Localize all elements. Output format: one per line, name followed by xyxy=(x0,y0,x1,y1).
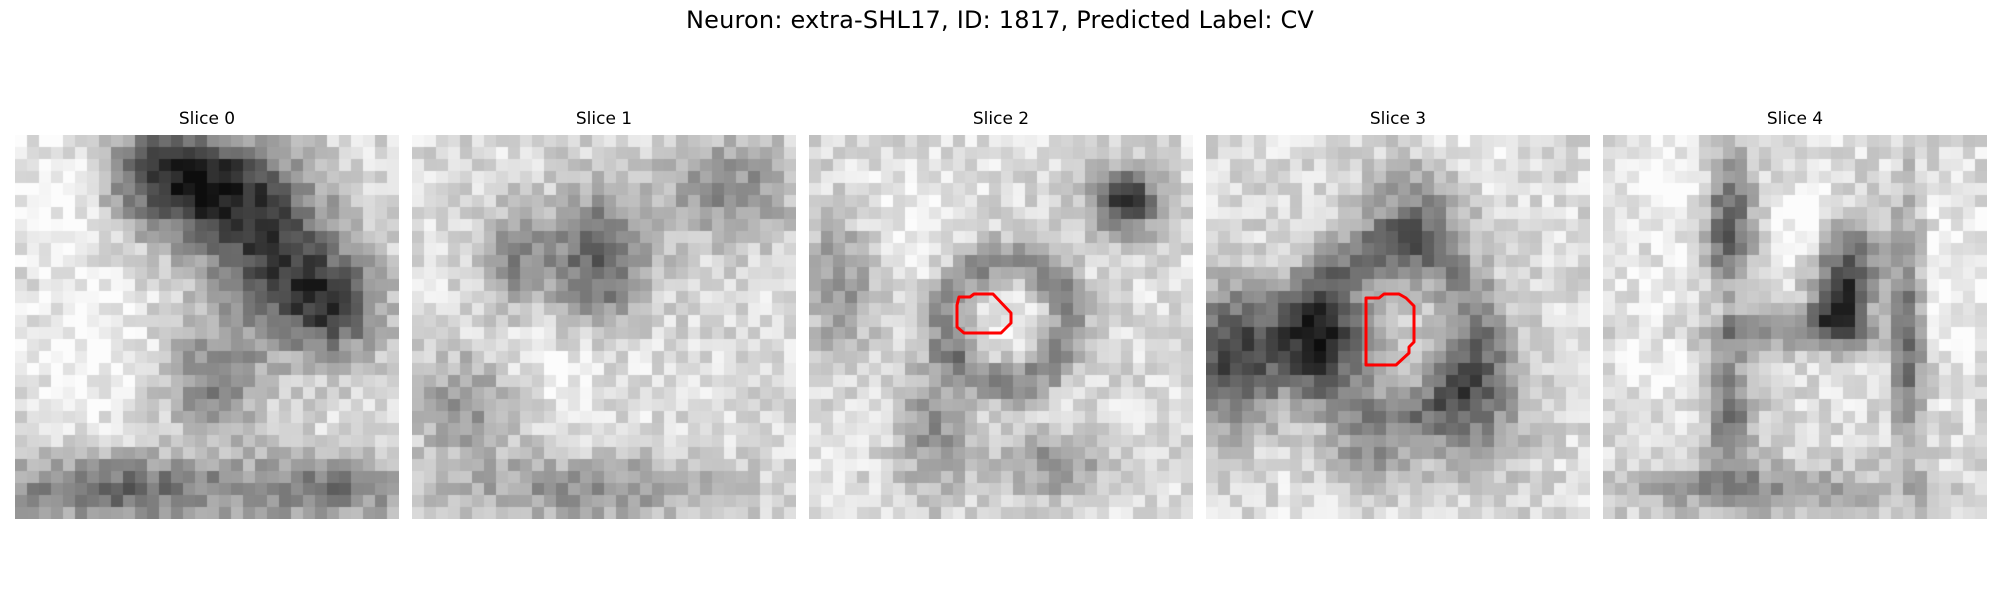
slice-title-4: Slice 4 xyxy=(1766,109,1824,129)
slice-panel-2: Slice 2 xyxy=(809,108,1193,519)
slice-image-3 xyxy=(1206,135,1590,519)
slice-title-3: Slice 3 xyxy=(1369,109,1427,129)
slice-title-2: Slice 2 xyxy=(972,109,1030,129)
slice-image-4 xyxy=(1603,135,1987,519)
segmentation-outline-2 xyxy=(955,292,1013,335)
slice-panel-3: Slice 3 xyxy=(1206,108,1590,519)
slice-panel-1: Slice 1 xyxy=(412,108,796,519)
slice-image-2 xyxy=(809,135,1193,519)
slice-title-1: Slice 1 xyxy=(575,109,633,129)
slice-panel-4: Slice 4 xyxy=(1603,108,1987,519)
slice-title-0: Slice 0 xyxy=(178,109,236,129)
slice-image-1 xyxy=(412,135,796,519)
slice-panel-0: Slice 0 xyxy=(15,108,399,519)
segmentation-outline-3 xyxy=(1364,292,1416,367)
slice-image-0 xyxy=(15,135,399,519)
figure-title: Neuron: extra-SHL17, ID: 1817, Predicted… xyxy=(685,6,1315,34)
